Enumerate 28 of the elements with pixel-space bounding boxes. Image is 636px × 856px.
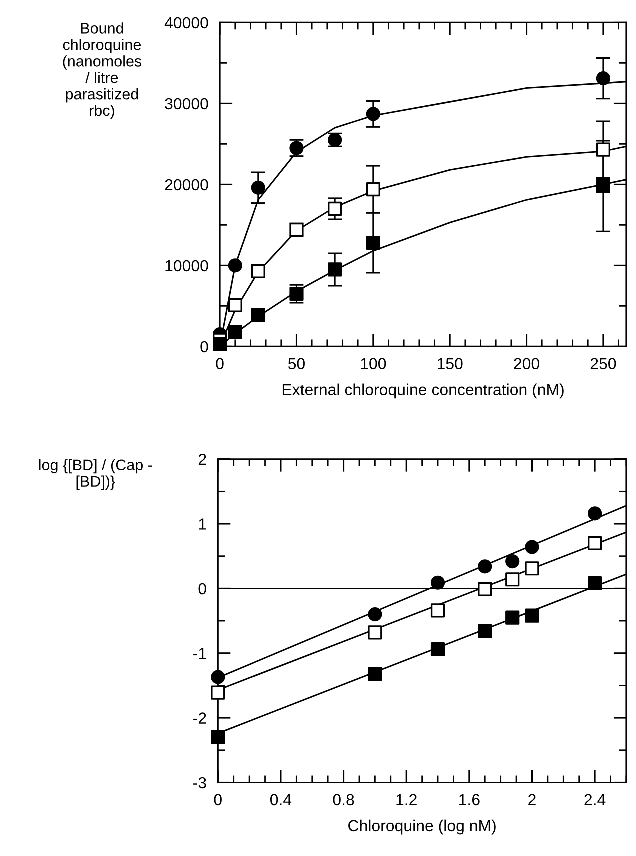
y-tick-label: 20000	[165, 179, 208, 191]
y-tick-label: 2	[198, 454, 206, 466]
y-tick-label: -1	[194, 648, 206, 660]
y-tick-label: -3	[194, 777, 206, 789]
y-axis-title: Bound chloroquine (nanomoles / litre parasitized rbc)	[63, 22, 142, 120]
y-tick-label: 1	[199, 518, 206, 530]
x-tick-label: 50	[288, 358, 305, 370]
x-axis-title: Chloroquine (log nM)	[348, 820, 496, 835]
y-tick-label: -2	[194, 712, 206, 724]
y-tick-label: 0	[198, 583, 206, 595]
y-tick-label: 0	[200, 341, 208, 353]
x-axis-title: External chloroquine concentration (nM)	[282, 384, 564, 399]
x-tick-label: 100	[361, 358, 386, 370]
x-tick-label: 0.4	[270, 794, 292, 806]
x-tick-label: 1.2	[396, 794, 417, 806]
y-tick-label: 10000	[166, 260, 208, 272]
x-tick-label: 0	[216, 358, 224, 370]
x-tick-label: 150	[438, 358, 463, 370]
x-tick-label: 0.8	[333, 794, 354, 806]
y-tick-label: 30000	[165, 98, 208, 110]
y-tick-label: 40000	[164, 17, 208, 29]
x-tick-label: 200	[514, 358, 540, 370]
x-tick-label: 250	[590, 358, 616, 370]
x-tick-label: 2.4	[584, 794, 606, 806]
x-tick-label: 1.6	[460, 794, 480, 806]
x-tick-label: 2	[528, 794, 536, 806]
x-tick-label: 0	[214, 794, 222, 806]
y-axis-title: log {[BD] / (Cap - [BD])}	[39, 459, 152, 490]
